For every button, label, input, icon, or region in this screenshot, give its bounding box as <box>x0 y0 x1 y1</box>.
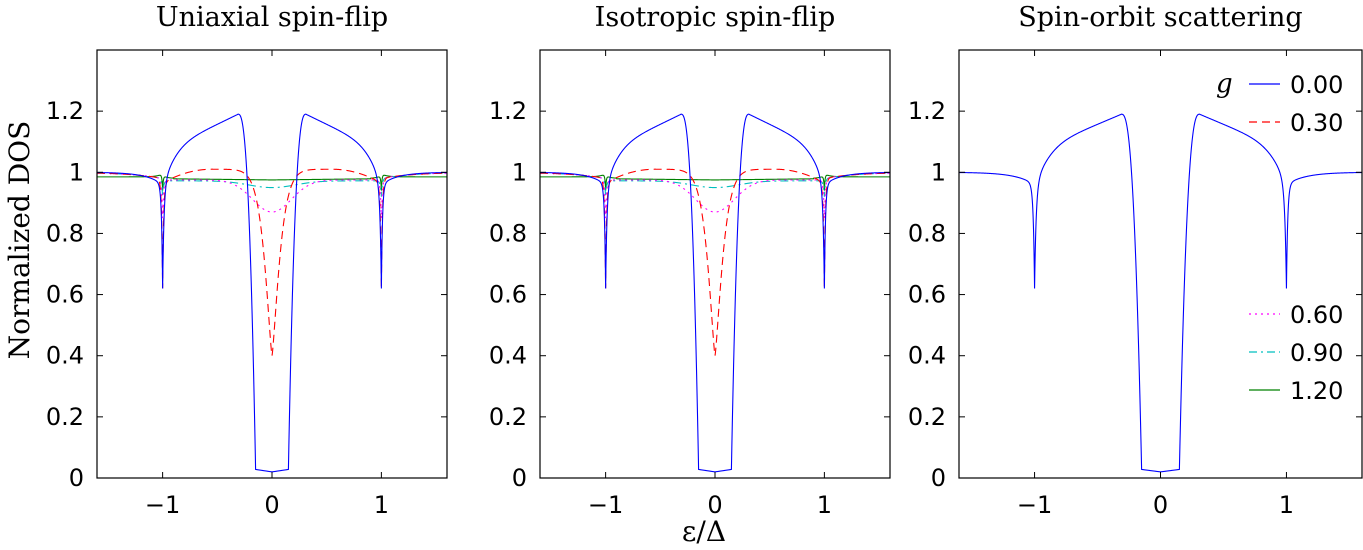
y-tick-label: 0 <box>512 464 527 492</box>
x-tick-label: −1 <box>145 491 180 519</box>
series-line-g-1_20 <box>540 174 890 191</box>
panel-uniaxial: Uniaxial spin-flip 0 0.2 0.4 0.6 0.8 1 1.2 −1 0 1 <box>46 2 448 519</box>
legend-label: 1.20 <box>1290 377 1343 405</box>
panel-title: Spin-orbit scattering <box>1018 2 1302 33</box>
series-line-g-0_00 <box>540 113 890 473</box>
x-tick-label: 1 <box>1279 491 1294 519</box>
plot-frame <box>539 49 891 479</box>
x-tick-label: 1 <box>817 491 832 519</box>
x-axis-label: ε/Δ <box>682 515 726 548</box>
x-tick-label: 0 <box>264 491 279 519</box>
y-tick-label: 0.6 <box>908 281 946 309</box>
y-tick-label: 0.2 <box>46 403 84 431</box>
x-tick-label: 1 <box>374 491 389 519</box>
x-tick-label: −1 <box>588 491 623 519</box>
y-tick-label: 0.8 <box>489 219 527 247</box>
series-group <box>97 113 447 473</box>
y-tick-label: 0.4 <box>46 342 84 370</box>
series-line-g-0_00 <box>97 113 447 473</box>
series-line-g-0_30 <box>540 168 890 356</box>
panel-isotropic: Isotropic spin-flip 0 0.2 0.4 0.6 0.8 1 1.2 −1 0 1 <box>489 2 891 519</box>
y-tick-label: 0.6 <box>46 281 84 309</box>
plot-frame <box>96 49 448 479</box>
y-tick-label: 0 <box>931 464 946 492</box>
legend-label: 0.00 <box>1290 71 1343 99</box>
y-tick-label: 0.4 <box>908 342 946 370</box>
x-tick-label: 0 <box>707 491 722 519</box>
y-tick-label: 0.8 <box>908 219 946 247</box>
panel-title: Isotropic spin-flip <box>595 2 836 33</box>
y-tick-label: 1 <box>931 158 946 186</box>
y-tick-label: 1.2 <box>489 97 527 125</box>
series-group <box>959 113 1362 473</box>
y-tick-label: 0.2 <box>489 403 527 431</box>
series-line-g-0_00 <box>959 113 1362 473</box>
legend-label: 0.60 <box>1290 301 1343 329</box>
y-tick-label: 0.4 <box>489 342 527 370</box>
y-tick-label: 1.2 <box>46 97 84 125</box>
y-tick-label: 0 <box>69 464 84 492</box>
x-tick-label: −1 <box>1017 491 1052 519</box>
y-tick-label: 0.8 <box>46 219 84 247</box>
y-tick-label: 1.2 <box>908 97 946 125</box>
series-group <box>540 113 890 473</box>
legend-symbol: g <box>1216 69 1233 99</box>
series-line-g-1_20 <box>97 174 447 191</box>
y-tick-label: 0.2 <box>908 403 946 431</box>
y-tick-label: 1 <box>69 158 84 186</box>
legend-label: 0.90 <box>1290 339 1343 367</box>
y-tick-label: 1 <box>512 158 527 186</box>
legend-label: 0.30 <box>1290 109 1343 137</box>
series-line-g-0_30 <box>97 168 447 356</box>
y-axis-label: Normalized DOS <box>3 121 36 360</box>
panel-spin-orbit: Spin-orbit scattering 0 0.2 0.4 0.6 0.8 1 1.2 −1… <box>908 2 1363 519</box>
x-tick-label: 0 <box>1153 491 1168 519</box>
panel-title: Uniaxial spin-flip <box>156 2 388 33</box>
legend: g 0.00 0.30 0.60 0.90 1.20 <box>1216 69 1343 405</box>
y-tick-label: 0.6 <box>489 281 527 309</box>
